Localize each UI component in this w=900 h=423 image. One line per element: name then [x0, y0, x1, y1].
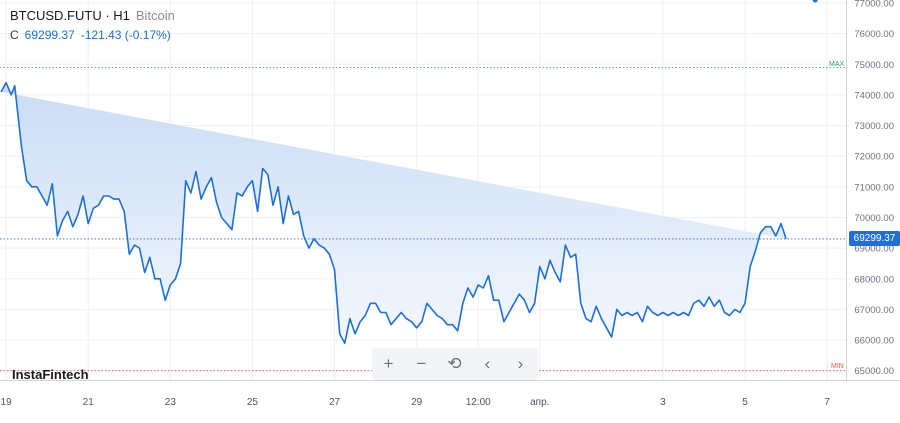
x-tick-label: 5	[742, 397, 748, 408]
zoom-in-button[interactable]: +	[383, 354, 394, 373]
min-label: MIN	[831, 363, 844, 370]
x-tick-label: 3	[660, 397, 666, 408]
price-line	[0, 81, 787, 344]
close-label: C	[10, 28, 19, 42]
x-tick-label: 23	[165, 397, 177, 408]
last-price-tag: 69299.37	[849, 231, 900, 247]
y-tick-label: 66000.00	[854, 336, 894, 347]
x-tick-label: 25	[247, 397, 259, 408]
chart-toolbar: + − ⟲ ‹ ›	[372, 348, 538, 380]
price-area	[1, 82, 787, 344]
change-value: -121.43 (-0.17%)	[80, 28, 171, 42]
max-label: MAX	[829, 61, 845, 68]
y-tick-label: 67000.00	[854, 305, 894, 316]
y-tick-label: 68000.00	[854, 274, 894, 285]
chart-header: BTCUSD.FUTU · H1 Bitcoin	[10, 8, 175, 23]
y-tick-label: 69000.00	[854, 244, 894, 255]
y-tick-label: 74000.00	[854, 90, 894, 101]
x-tick-label: 21	[83, 397, 95, 408]
symbol-label[interactable]: BTCUSD.FUTU · H1	[10, 8, 130, 23]
reset-icon[interactable]: ⟲	[447, 354, 462, 373]
y-tick-label: 73000.00	[854, 121, 894, 132]
scroll-right-button[interactable]: ›	[517, 354, 524, 373]
y-tick-label: 72000.00	[854, 152, 894, 163]
ohlc-readout: C 69299.37 -121.43 (-0.17%)	[10, 28, 171, 42]
x-tick-label: 7	[824, 397, 830, 408]
x-tick-label: 29	[411, 397, 423, 408]
close-value: 69299.37	[24, 28, 75, 42]
x-tick-label: 19	[1, 397, 13, 408]
last-price-dot	[812, 0, 818, 3]
zoom-out-button[interactable]: −	[416, 354, 427, 373]
x-tick-label: апр.	[530, 397, 549, 408]
y-tick-label: 76000.00	[854, 29, 894, 40]
y-tick-label: 77000.00	[854, 0, 894, 10]
x-tick-label: 27	[329, 397, 341, 408]
x-tick-label: 12:00	[466, 397, 491, 408]
scroll-left-button[interactable]: ‹	[484, 354, 491, 373]
y-tick-label: 70000.00	[854, 213, 894, 224]
y-tick-label: 65000.00	[854, 366, 894, 377]
instrument-name: Bitcoin	[135, 8, 175, 23]
y-tick-label: 71000.00	[854, 182, 894, 193]
y-tick-label: 75000.00	[854, 60, 894, 71]
brand-logo: InstaFintech	[12, 367, 89, 382]
